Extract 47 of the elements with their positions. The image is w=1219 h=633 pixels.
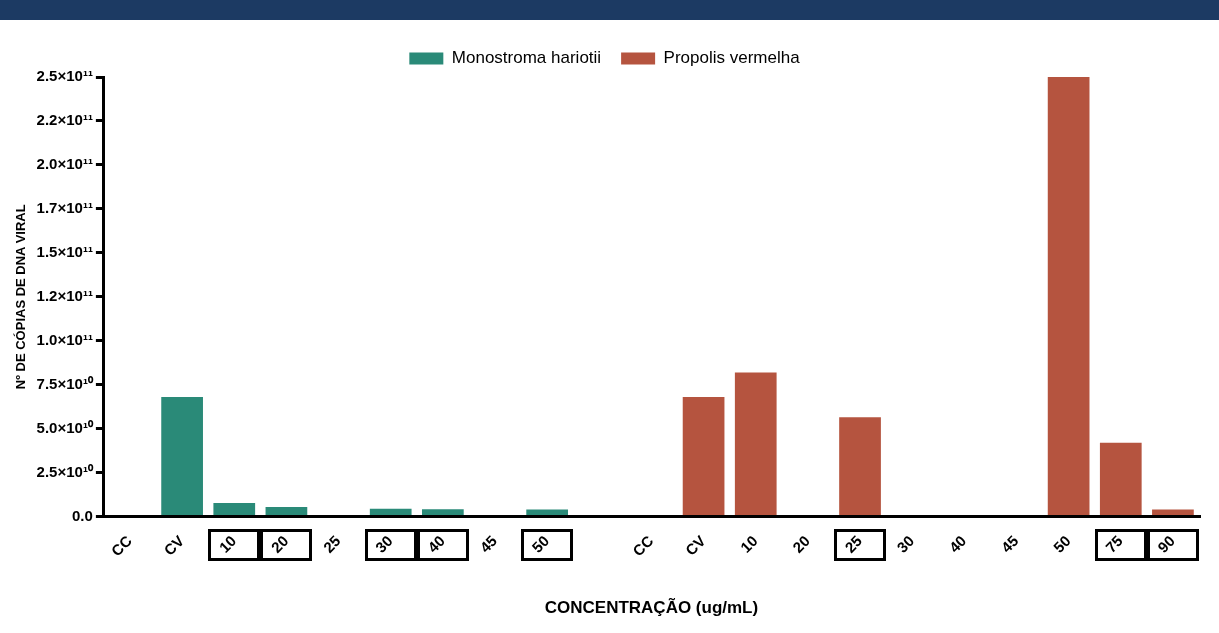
y-tick-label: 2.5×10¹¹: [36, 67, 93, 85]
x-tick-label: 25: [319, 531, 344, 556]
y-tick-label: 2.0×10¹¹: [36, 155, 93, 173]
bar: [213, 503, 256, 516]
x-tick-label: 20: [789, 531, 813, 556]
x-tick-label: 30: [893, 531, 918, 556]
y-tick-label: 0.0: [72, 506, 93, 524]
bar: [369, 508, 412, 516]
y-tick-label: 1.5×10¹¹: [36, 242, 93, 260]
bar: [161, 396, 203, 516]
x-tick-label: CC: [107, 531, 136, 560]
bar: [734, 372, 777, 516]
x-tick-label: 10: [215, 531, 240, 556]
x-tick-label: 20: [267, 531, 292, 556]
x-tick-label: CV: [681, 531, 709, 559]
x-tick-label: 40: [424, 531, 448, 556]
bar: [1099, 442, 1142, 516]
bar: [682, 396, 725, 516]
x-tick-label: 50: [1049, 531, 1074, 556]
x-tick-label: CC: [629, 531, 657, 560]
x-tick-label: 90: [1154, 531, 1178, 556]
x-tick-label: 40: [945, 531, 970, 556]
y-tick-label: 2.5×10¹⁰: [36, 462, 94, 480]
legend-label: Propolis vermelha: [663, 48, 801, 68]
y-tick-label: 1.0×10¹¹: [36, 330, 93, 348]
bar: [526, 509, 569, 516]
legend-label: Monostroma hariotii: [451, 48, 602, 68]
x-tick-label: 50: [528, 531, 553, 556]
y-tick-label: 1.7×10¹¹: [36, 199, 93, 217]
y-tick-label: 2.2×10¹¹: [36, 111, 93, 129]
bar: [265, 506, 308, 516]
y-tick-label: 1.2×10¹¹: [36, 286, 93, 304]
x-tick-label: 30: [371, 531, 396, 556]
x-tick-label: CV: [160, 531, 188, 559]
bar: [839, 417, 881, 516]
x-tick-label: 25: [841, 531, 866, 556]
x-tick-label: 45: [997, 531, 1022, 556]
bar: [1047, 77, 1090, 516]
bar: [1152, 509, 1194, 516]
x-tick-label: 75: [1102, 531, 1126, 556]
bar: [421, 509, 464, 516]
x-axis-title: CONCENTRAÇÃO (ug/mL): [544, 597, 759, 618]
y-tick-label: 5.0×10¹⁰: [36, 418, 94, 436]
y-tick-label: 7.5×10¹⁰: [36, 374, 94, 392]
x-tick-label: 10: [736, 531, 761, 556]
y-axis-title: Nº DE CÓPIAS DE DNA VIRAL: [13, 204, 29, 390]
x-tick-label: 45: [476, 531, 501, 556]
